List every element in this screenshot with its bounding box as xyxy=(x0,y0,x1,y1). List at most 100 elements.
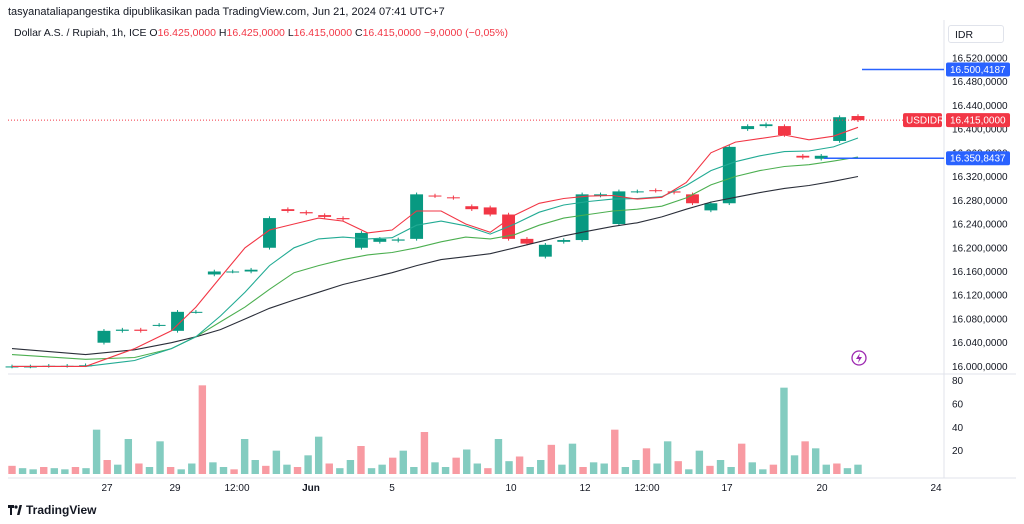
volume-bar xyxy=(579,467,587,474)
volume-bar xyxy=(262,465,270,474)
price-tick-label: 16.480,0000 xyxy=(952,77,1008,88)
volume-bar xyxy=(452,457,460,474)
price-tick-label: 16.040,0000 xyxy=(952,338,1008,349)
volume-bar xyxy=(272,450,281,474)
volume-bar xyxy=(558,464,566,474)
sma-line xyxy=(11,175,859,356)
volume-bar xyxy=(124,439,133,474)
volume-bar xyxy=(632,460,640,474)
tradingview-logo-icon xyxy=(8,505,22,515)
volume-bar xyxy=(463,449,471,474)
high-key: H xyxy=(218,27,227,39)
candle-body xyxy=(115,329,129,331)
volume-bar xyxy=(854,464,862,474)
volume-bar xyxy=(790,455,799,474)
change-value: −9,0000 (−0,05%) xyxy=(423,27,508,39)
lightning-icon xyxy=(851,350,867,366)
candle-body xyxy=(391,239,405,241)
volume-bar xyxy=(822,464,830,474)
price-tick-label: 16.200,0000 xyxy=(952,243,1008,254)
volume-bar xyxy=(240,439,249,474)
time-tick-label: Jun xyxy=(302,483,320,494)
price-tick-label: 16.120,0000 xyxy=(952,291,1008,302)
volume-bar xyxy=(685,469,693,474)
volume-bar xyxy=(547,444,556,474)
volume-bar xyxy=(484,468,492,474)
volume-bar xyxy=(621,467,630,474)
volume-bar xyxy=(336,468,344,474)
candle-body xyxy=(814,155,828,159)
volume-bar xyxy=(367,468,376,474)
candle-body xyxy=(649,190,663,192)
candle-body xyxy=(722,146,736,204)
volume-bar xyxy=(843,468,852,474)
volume-bar xyxy=(114,464,122,474)
volume-bar xyxy=(431,462,439,474)
time-tick-label: 12:00 xyxy=(634,483,659,494)
candle-body xyxy=(281,209,295,211)
volume-bar xyxy=(515,456,524,474)
candle-body xyxy=(630,191,644,193)
time-tick-label: 27 xyxy=(101,483,113,494)
candle-body xyxy=(97,330,111,343)
volume-tick-label: 60 xyxy=(952,400,964,411)
volume-bar xyxy=(209,462,217,474)
volume-bar xyxy=(8,465,16,474)
volume-bar xyxy=(357,446,365,474)
currency-selector[interactable]: IDR xyxy=(948,25,1004,43)
volume-bar xyxy=(420,432,429,474)
volume-bar xyxy=(145,467,154,474)
volume-bar xyxy=(441,467,450,474)
time-tick-label: 5 xyxy=(389,483,395,494)
candle-body xyxy=(557,240,571,242)
time-tick-label: 24 xyxy=(930,483,942,494)
candle-body xyxy=(226,271,240,273)
candle-body xyxy=(299,212,313,214)
ema-blue-line xyxy=(12,137,859,367)
volume-bar xyxy=(833,463,841,474)
time-tick-label: 12 xyxy=(579,483,591,494)
price-tick-label: 16.000,0000 xyxy=(952,362,1008,373)
volume-bar xyxy=(727,467,735,474)
candle-body xyxy=(704,203,718,211)
volume-bar xyxy=(103,460,111,474)
open-key: O xyxy=(149,27,158,39)
volume-bar xyxy=(82,468,90,474)
volume-bar xyxy=(71,467,80,474)
volume-bar xyxy=(378,464,386,474)
candle-body xyxy=(796,155,810,158)
price-tick-label: 16.440,0000 xyxy=(952,101,1008,112)
volume-bar xyxy=(198,385,207,474)
last-price-tag-bg xyxy=(946,113,1010,128)
time-tick-label: 12:00 xyxy=(224,483,249,494)
volume-bar xyxy=(695,450,704,474)
volume-bar xyxy=(166,467,175,474)
candle-body xyxy=(686,194,699,204)
volume-tick-label: 80 xyxy=(952,376,964,387)
volume-bar xyxy=(473,463,482,474)
candle-body xyxy=(851,116,865,121)
time-tick-label: 17 xyxy=(721,483,733,494)
candle-body xyxy=(465,206,479,210)
price-tick-label: 16.160,0000 xyxy=(952,267,1008,278)
close-key: C xyxy=(355,27,363,39)
horizontal-line-tag: 16.350,8437 xyxy=(950,154,1006,165)
candle-body xyxy=(79,365,93,367)
price-tick-label: 16.320,0000 xyxy=(952,172,1008,183)
low-key: L xyxy=(287,27,294,39)
volume-bar xyxy=(716,460,725,474)
volume-bar xyxy=(780,387,788,474)
volume-bar xyxy=(304,455,312,474)
volume-bar xyxy=(600,463,608,474)
candle-body xyxy=(318,215,332,217)
candle-body xyxy=(152,324,166,326)
ema-green-line xyxy=(11,156,859,360)
horizontal-line-tag-bg xyxy=(946,151,1010,166)
time-tick-label: 10 xyxy=(505,483,517,494)
candle-body xyxy=(446,197,460,199)
volume-bar xyxy=(40,467,48,474)
candle-body xyxy=(483,207,497,215)
symbol-tag: USDIDR xyxy=(906,116,944,127)
volume-bar xyxy=(505,461,513,474)
